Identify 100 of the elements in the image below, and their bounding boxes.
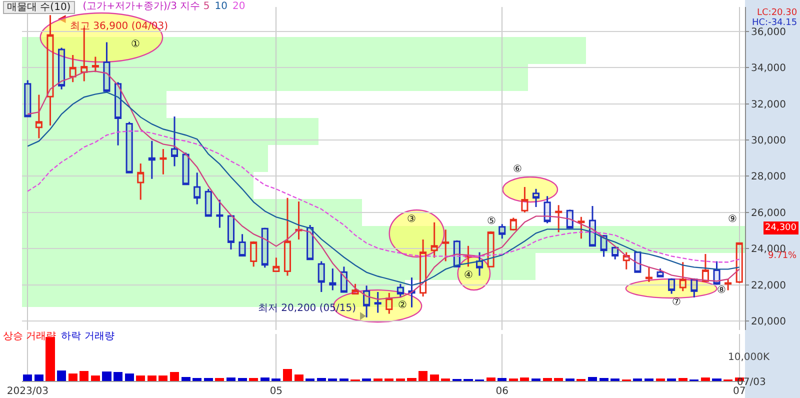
candlestick bbox=[464, 245, 472, 268]
candlestick bbox=[24, 80, 32, 118]
bar bbox=[678, 378, 688, 381]
bar bbox=[238, 378, 247, 381]
bar bbox=[656, 378, 665, 381]
bar bbox=[192, 378, 202, 381]
candlestick bbox=[204, 188, 212, 217]
candlestick bbox=[544, 195, 551, 224]
bar bbox=[68, 374, 78, 381]
bar bbox=[610, 378, 620, 381]
candlestick bbox=[352, 283, 359, 295]
bar bbox=[633, 378, 642, 381]
text: 24,300 bbox=[765, 223, 797, 233]
y-tick-label: 36,000 bbox=[751, 26, 786, 38]
x-tick-label: 05 bbox=[270, 386, 283, 397]
y-tick-label: 26,000 bbox=[751, 208, 786, 219]
line-series bbox=[27, 130, 740, 263]
bar bbox=[124, 374, 134, 381]
bar bbox=[170, 372, 180, 381]
candlestick bbox=[668, 278, 676, 295]
y-tick-label: 28,000 bbox=[751, 172, 786, 183]
candlestick bbox=[92, 56, 99, 73]
text: 5 bbox=[203, 1, 210, 12]
legend-title: (고가+저가+종가)/3 지수 bbox=[82, 1, 202, 12]
candlestick bbox=[318, 260, 325, 293]
candlestick bbox=[137, 162, 144, 200]
text: 하락 거래량 bbox=[61, 331, 114, 342]
candlestick bbox=[656, 268, 664, 278]
bar bbox=[80, 370, 89, 381]
candlestick bbox=[182, 152, 190, 186]
bar bbox=[396, 378, 405, 381]
bar bbox=[339, 378, 348, 381]
y-tick-label: 30,000 bbox=[751, 136, 786, 146]
candlestick bbox=[612, 246, 619, 260]
bar bbox=[57, 370, 66, 381]
candlestick bbox=[622, 251, 630, 270]
bar bbox=[407, 378, 416, 381]
candlestick bbox=[295, 200, 302, 240]
text: 20 bbox=[232, 1, 246, 12]
candlestick bbox=[555, 204, 562, 234]
bar bbox=[294, 374, 304, 381]
x-tick-label: 2023/03 bbox=[6, 386, 48, 397]
candlestick bbox=[160, 148, 167, 176]
bar bbox=[306, 378, 315, 381]
bar bbox=[316, 378, 326, 381]
bar bbox=[181, 377, 190, 381]
candlestick bbox=[442, 228, 450, 262]
text: 9.71% bbox=[768, 251, 798, 261]
text: LC:20.30 bbox=[757, 8, 798, 18]
candlestick bbox=[58, 46, 66, 90]
candlestick bbox=[690, 278, 698, 298]
bar bbox=[508, 378, 518, 381]
bar bbox=[34, 374, 44, 381]
candlestick bbox=[498, 223, 506, 240]
bar bbox=[249, 378, 258, 381]
candlestick bbox=[396, 283, 404, 298]
y-tick-label: 34,000 bbox=[751, 63, 786, 74]
bar bbox=[430, 374, 439, 381]
bar bbox=[158, 376, 168, 381]
candlestick bbox=[420, 238, 427, 298]
candlestick bbox=[724, 278, 732, 291]
candlestick bbox=[645, 266, 652, 283]
annotation: ⑨ bbox=[728, 214, 737, 225]
annotation: ③ bbox=[407, 214, 416, 225]
candlestick bbox=[170, 116, 178, 167]
bar bbox=[418, 370, 428, 381]
annotation: ⑥ bbox=[513, 164, 522, 175]
chart-title: 매물대 수(10) bbox=[3, 1, 75, 14]
candlestick bbox=[194, 172, 201, 205]
bar bbox=[362, 378, 372, 381]
candlestick bbox=[702, 253, 709, 283]
candlestick bbox=[736, 242, 743, 284]
candlestick bbox=[46, 14, 54, 126]
bar bbox=[282, 369, 292, 381]
bar bbox=[441, 378, 450, 381]
bar bbox=[712, 378, 722, 381]
candlestick bbox=[35, 94, 42, 139]
candlestick bbox=[306, 224, 314, 260]
bar bbox=[554, 378, 564, 381]
candlestick bbox=[238, 233, 246, 257]
candlestick bbox=[250, 240, 258, 268]
bar bbox=[23, 374, 32, 381]
bar bbox=[520, 377, 530, 381]
candlestick bbox=[430, 222, 438, 258]
bar bbox=[260, 377, 270, 381]
candlestick bbox=[148, 140, 156, 180]
bar bbox=[114, 372, 123, 381]
annotation: ⑦ bbox=[672, 297, 681, 308]
candlestick bbox=[713, 260, 720, 286]
annotation: ① bbox=[131, 39, 140, 50]
bar bbox=[565, 378, 574, 381]
annotation: ⑤ bbox=[487, 216, 496, 227]
candlestick bbox=[216, 198, 224, 229]
bar bbox=[486, 377, 496, 381]
bar bbox=[226, 377, 236, 381]
bar bbox=[644, 378, 654, 381]
candlestick bbox=[566, 208, 574, 230]
bar bbox=[599, 378, 608, 381]
bar bbox=[384, 378, 394, 381]
bar bbox=[588, 377, 598, 381]
